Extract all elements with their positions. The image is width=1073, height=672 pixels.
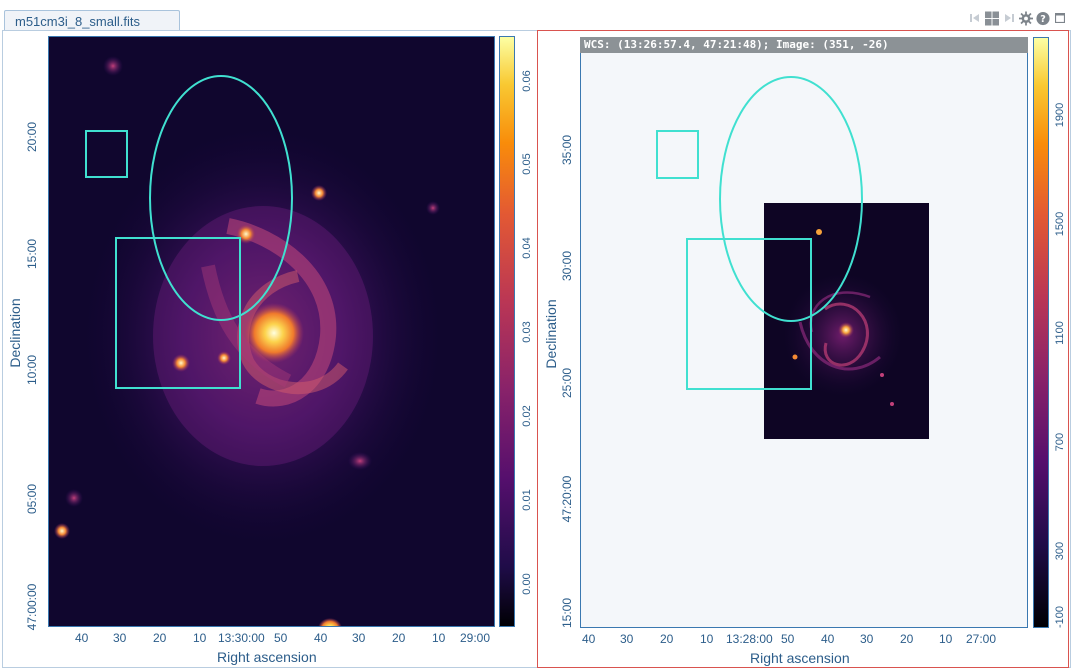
first-frame-icon[interactable] <box>968 11 982 25</box>
left-ytick: 15:00 <box>25 238 39 270</box>
right-ytick: 15:00 <box>560 597 574 629</box>
right-y-axis-title: Declination <box>543 299 559 369</box>
help-icon[interactable]: ? <box>1036 11 1050 25</box>
right-image-view[interactable] <box>580 37 1028 628</box>
left-ytick: 20:00 <box>25 121 39 153</box>
left-ytick: 47:00:00 <box>25 583 39 631</box>
right-colorbar-tick: 700 <box>1054 432 1066 452</box>
maximize-icon[interactable] <box>1053 11 1067 25</box>
left-box-region-small[interactable] <box>85 130 128 178</box>
right-xtick: 30 <box>620 632 634 646</box>
right-box-region-large[interactable] <box>686 238 812 390</box>
left-colorbar-tick: 0.04 <box>521 237 533 259</box>
right-ytick: 35:00 <box>560 134 574 166</box>
left-xtick: 10 <box>193 631 207 645</box>
left-xtick: 30 <box>352 631 366 645</box>
left-colorbar-tick: 0.06 <box>521 70 533 92</box>
right-ytick: 30:00 <box>560 250 574 282</box>
left-xtick: 50 <box>274 631 288 645</box>
left-xtick: 20 <box>153 631 167 645</box>
right-box-region-small[interactable] <box>656 130 699 179</box>
gear-icon[interactable] <box>1019 11 1033 25</box>
right-xtick: 13:28:00 <box>726 632 773 646</box>
right-xtick: 20 <box>660 632 674 646</box>
left-image-view[interactable] <box>48 36 495 627</box>
right-xtick: 40 <box>821 632 835 646</box>
right-colorbar-tick: 1500 <box>1054 211 1066 237</box>
left-colorbar-tick: 0.02 <box>521 405 533 427</box>
file-tab[interactable]: m51cm3i_8_small.fits <box>4 10 180 32</box>
right-xtick: 40 <box>582 632 596 646</box>
right-colorbar-tick: 1900 <box>1054 102 1066 128</box>
left-xtick: 20 <box>392 631 406 645</box>
left-xtick: 13:30:00 <box>218 631 265 645</box>
toolbar: ? <box>968 9 1067 27</box>
left-ytick: 05:00 <box>25 483 39 515</box>
right-x-axis-title: Right ascension <box>750 650 850 666</box>
right-xtick: 20 <box>900 632 914 646</box>
left-colorbar-tick: 0.05 <box>521 153 533 175</box>
right-xtick: 27:00 <box>966 632 997 646</box>
right-colorbar-tick: 1100 <box>1054 321 1066 345</box>
right-colorbar-tick: -100 <box>1054 605 1066 629</box>
file-tab-label: m51cm3i_8_small.fits <box>15 14 140 29</box>
right-xtick: 10 <box>700 632 714 646</box>
left-x-axis-title: Right ascension <box>217 649 317 665</box>
svg-text:?: ? <box>1040 14 1046 25</box>
left-colorbar-tick: 0.01 <box>521 489 533 511</box>
right-ytick: 47:20:00 <box>560 475 574 523</box>
last-frame-icon[interactable] <box>1002 11 1016 25</box>
left-xtick: 40 <box>75 631 89 645</box>
right-xtick: 10 <box>939 632 953 646</box>
right-colorbar-tick: 300 <box>1054 541 1066 561</box>
left-xtick: 30 <box>113 631 127 645</box>
right-colorbar <box>1033 37 1049 628</box>
left-colorbar-tick: 0.03 <box>521 321 533 343</box>
left-image-panel[interactable]: 40 30 20 10 13:30:00 50 40 30 20 10 29:0… <box>5 30 533 668</box>
grid-layout-icon[interactable] <box>985 11 999 25</box>
wcs-cursor-readout: WCS: (13:26:57.4, 47:21:48); Image: (351… <box>580 37 1028 53</box>
right-ytick: 25:00 <box>560 367 574 399</box>
left-box-region-large[interactable] <box>115 237 241 389</box>
left-colorbar-tick: 0.00 <box>521 573 533 595</box>
left-xtick: 29:00 <box>460 631 491 645</box>
left-xtick: 40 <box>314 631 328 645</box>
right-xtick: 30 <box>860 632 874 646</box>
left-xtick: 10 <box>432 631 446 645</box>
left-ytick: 10:00 <box>25 354 39 386</box>
right-image-panel[interactable]: WCS: (13:26:57.4, 47:21:48); Image: (351… <box>537 30 1069 668</box>
left-colorbar <box>499 36 515 627</box>
left-y-axis-title: Declination <box>7 298 23 368</box>
left-ellipse-region[interactable] <box>149 75 293 321</box>
right-xtick: 50 <box>781 632 795 646</box>
right-ellipse-region[interactable] <box>719 76 863 322</box>
